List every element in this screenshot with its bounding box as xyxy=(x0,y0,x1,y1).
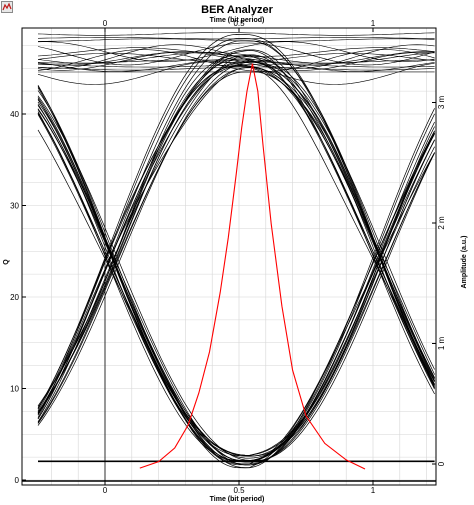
plot-frame xyxy=(21,27,437,486)
eye-trace-high xyxy=(37,40,435,414)
eye-trace-steady-high xyxy=(37,52,435,63)
y-left-tick-label: 20 xyxy=(10,293,19,302)
y-axis-title-left: Q xyxy=(3,259,10,265)
y-left-tick-label: 10 xyxy=(10,385,19,394)
eye-trace-steady-high xyxy=(37,59,435,64)
eye-trace-steady-high xyxy=(37,61,435,85)
eye-trace-steady-high xyxy=(37,38,435,42)
y-right-tick-label: 1 m xyxy=(437,337,446,351)
eye-trace-high xyxy=(37,62,435,426)
eye-trace-steady-high xyxy=(37,32,435,36)
eye-trace-low xyxy=(37,109,435,462)
y-left-tick-label: 40 xyxy=(10,110,19,119)
eye-trace-steady-high xyxy=(37,51,435,64)
ber-analyzer-app-icon xyxy=(1,1,13,13)
chart-title: BER Analyzer xyxy=(201,4,273,16)
x-tick-label-bottom: 1 xyxy=(371,486,376,495)
x-tick-label-top: 1 xyxy=(371,19,376,28)
eye-trace-steady-high xyxy=(37,52,435,71)
eye-trace-high xyxy=(37,65,435,413)
y-right-tick-label: 0 xyxy=(437,461,446,466)
eye-trace-low xyxy=(37,90,435,457)
q-factor-line xyxy=(139,63,366,470)
eye-trace-low xyxy=(37,86,435,461)
eye-diagram-traces xyxy=(37,32,435,469)
eye-trace-steady-high xyxy=(37,66,435,71)
eye-trace-low xyxy=(37,114,435,465)
q-factor-curve xyxy=(139,63,366,470)
eye-trace-low xyxy=(37,105,435,456)
eye-trace-high xyxy=(37,55,435,410)
y-right-tick-label: 3 m xyxy=(437,96,446,110)
eye-trace-high xyxy=(37,66,435,416)
x-tick-label-bottom: 0.5 xyxy=(233,486,245,495)
y-right-tick-label: 2 m xyxy=(437,216,446,230)
y-left-tick-label: 30 xyxy=(10,202,19,211)
x-tick-label-bottom: 0 xyxy=(103,486,108,495)
eye-trace-low xyxy=(37,113,435,466)
eye-trace-steady-high xyxy=(37,47,435,57)
eye-trace-high xyxy=(37,65,435,407)
eye-trace-high xyxy=(37,71,435,424)
y-axis-title-right: Amplitude (a.u.) xyxy=(461,236,468,289)
eye-trace-steady-high xyxy=(37,37,435,40)
eye-trace-steady-high xyxy=(37,58,435,72)
x-axis-title-bottom: Time (bit period) xyxy=(210,496,265,503)
eye-trace-steady-high xyxy=(37,49,435,72)
eye-trace-steady-high xyxy=(37,41,435,63)
eye-trace-low xyxy=(37,95,435,461)
eye-trace-high xyxy=(37,54,435,422)
eye-trace-high xyxy=(37,61,435,420)
grid xyxy=(22,28,436,485)
y-left-tick-label: 0 xyxy=(15,476,20,485)
eye-trace-low xyxy=(37,101,435,457)
x-tick-label-top: 0 xyxy=(103,19,108,28)
x-axis-title-top: Time (bit period) xyxy=(210,17,265,24)
eye-trace-high xyxy=(37,65,435,413)
x-tick-label-top: 0.5 xyxy=(233,19,245,28)
plot-border xyxy=(21,27,437,486)
